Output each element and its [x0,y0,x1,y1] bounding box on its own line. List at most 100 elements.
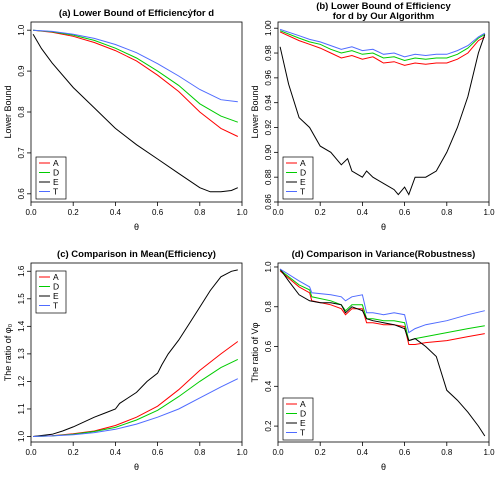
panel-title: (c) Comparison in Mean(Efficiency) [57,249,216,260]
y-tick-label: 0.98 [264,45,273,61]
x-tick-label: 0.4 [110,208,122,217]
y-tick-label: 0.7 [17,147,26,159]
legend-label-T: T [53,187,58,197]
x-tick-label: 0.6 [152,208,164,217]
panel-subtitle: for d by Our Algorithm [333,11,435,22]
y-tick-label: 0.6 [264,340,273,352]
y-tick-label: 0.2 [264,420,273,432]
x-tick-label: 0.4 [110,448,122,457]
y-tick-label: 1.0 [17,430,26,442]
plot-frame [30,262,243,443]
legend-label-E: E [300,418,306,428]
x-tick-label: 0.0 [25,448,37,457]
x-tick-label: 0.8 [441,208,453,217]
y-axis-label: The ratio of Vφ [250,322,260,382]
y-tick-label: 1.5 [17,293,26,305]
x-tick-label: 1.0 [483,448,495,457]
x-tick-label: 0.6 [399,448,411,457]
panel-title: (b) Lower Bound of Efficiency [316,1,451,12]
y-tick-label: 1.0 [264,261,273,273]
series-line-E [33,269,238,437]
y-tick-label: 0.96 [264,70,273,86]
legend-label-A: A [53,272,59,282]
legend-label-E: E [300,177,306,187]
legend-label-A: A [53,158,59,168]
x-tick-label: 1.0 [236,208,248,217]
y-tick-label: 0.94 [264,94,273,110]
plot-frame [277,21,490,203]
legend-label-D: D [300,168,306,178]
legend-label-E: E [53,291,59,301]
y-tick-label: 1.1 [17,403,26,415]
y-tick-label: 0.88 [264,169,273,185]
series-line-A [279,31,486,66]
legend-label-A: A [300,158,306,168]
series-line-E [279,34,486,196]
legend-label-A: A [300,399,306,409]
panel-1: (a) Lower Bound of Efficiencẏfor d 0.0 0.… [3,8,248,232]
legend-label-T: T [300,428,305,438]
panel-4: (d) Comparison in Variance(Robustness) 0.… [250,249,495,472]
series-line-A [33,29,239,137]
legend-label-E: E [53,177,59,187]
series-line-T [33,29,238,103]
y-tick-label: 1.6 [17,265,26,277]
y-tick-label: 0.6 [17,188,26,200]
legend-label-T: T [300,187,305,197]
series-line-T [33,378,239,437]
x-tick-label: 0.2 [68,208,80,217]
x-tick-label: 0.0 [25,208,37,217]
panel-title: (d) Comparison in Variance(Robustness) [292,249,476,260]
y-tick-label: 0.8 [264,301,273,313]
y-axis-label: The ratio of φ₀ [3,323,13,381]
x-axis-label: θ [134,462,139,472]
y-tick-label: 1.3 [17,348,26,360]
x-tick-label: 0.2 [315,208,327,217]
y-tick-label: 0.86 [264,194,273,210]
y-tick-label: 0.9 [17,65,26,77]
legend-label-D: D [300,409,306,419]
x-tick-label: 0.2 [68,448,80,457]
x-tick-label: 0.4 [357,448,369,457]
x-tick-label: 0.0 [272,448,284,457]
y-tick-label: 1.2 [17,375,26,387]
series-line-E [279,268,486,437]
series-line-E [32,34,239,193]
series-line-D [279,269,485,342]
series-line-D [33,29,238,123]
x-tick-label: 0.8 [194,448,206,457]
plot-frame [277,262,490,443]
legend-label-D: D [53,168,59,178]
x-axis-label: θ [381,222,386,232]
legend-box [282,397,314,441]
y-tick-label: 1.0 [17,24,26,36]
y-tick-label: 1.4 [17,320,26,332]
y-axis-label: Lower Bound [3,85,13,138]
series-line-D [279,30,486,62]
y-tick-label: 0.90 [264,144,273,160]
y-tick-label: 0.8 [17,106,26,118]
x-tick-label: 1.0 [483,208,495,217]
legend-label-T: T [53,301,58,311]
y-tick-label: 1.00 [264,20,273,36]
x-tick-label: 1.0 [236,448,248,457]
x-tick-label: 0.8 [441,448,453,457]
y-tick-label: 0.4 [264,380,273,392]
y-axis-label: Lower Bound [250,85,260,138]
x-tick-label: 0.0 [272,208,284,217]
x-tick-label: 0.6 [152,448,164,457]
x-axis-label: θ [134,222,139,232]
y-tick-label: 0.92 [264,119,273,135]
legend-label-D: D [53,282,59,292]
x-axis-label: θ [381,462,386,472]
panel-title: (a) Lower Bound of Efficiencẏfor d [59,8,214,19]
x-tick-label: 0.4 [357,208,369,217]
x-tick-label: 0.8 [194,208,206,217]
series-line-T [279,28,486,58]
series-line-T [279,268,485,334]
panel-3: (c) Comparison in Mean(Efficiency) 0.0 0.2… [3,249,248,472]
x-tick-label: 0.2 [315,448,327,457]
